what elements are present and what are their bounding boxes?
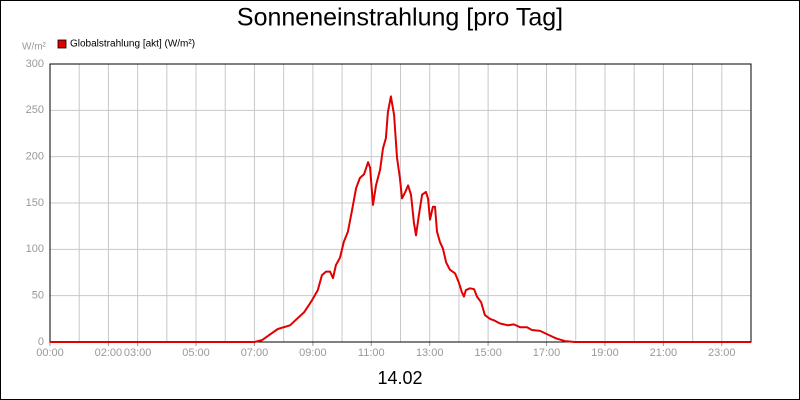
x-tick-label: 11:00 xyxy=(358,347,385,359)
y-tick-label: 0 xyxy=(38,336,44,348)
x-tick-label: 23:00 xyxy=(708,347,736,359)
x-tick-label: 21:00 xyxy=(650,347,678,359)
x-tick-label: 07:00 xyxy=(241,347,269,359)
x-tick-label: 03:00 xyxy=(124,347,152,359)
data-line xyxy=(50,95,751,343)
y-tick-label: 150 xyxy=(26,197,44,209)
legend-label: Globalstrahlung [akt] (W/m²) xyxy=(70,39,195,50)
y-tick-label: 100 xyxy=(26,243,44,255)
x-tick-label: 13:00 xyxy=(416,347,444,359)
legend-swatch xyxy=(57,39,67,49)
x-tick-label: 09:00 xyxy=(299,347,327,359)
y-unit: W/m² xyxy=(22,42,47,53)
y-tick-label: 200 xyxy=(26,151,44,163)
x-tick-label: 05:00 xyxy=(182,347,210,359)
x-tick-label: 19:00 xyxy=(591,347,619,359)
y-tick-label: 300 xyxy=(26,58,44,70)
plot-frame xyxy=(49,63,752,343)
y-tick-label: 50 xyxy=(32,290,44,302)
x-tick-label: 00:00 xyxy=(36,347,64,359)
chart-title: Sonneneinstrahlung [pro Tag] xyxy=(237,4,563,32)
x-axis-label: 14.02 xyxy=(377,368,422,388)
x-tick-label: 15:00 xyxy=(474,347,502,359)
x-tick-label: 02:00 xyxy=(95,347,123,359)
x-tick-label: 17:00 xyxy=(533,347,561,359)
y-tick-label: 250 xyxy=(26,104,44,116)
